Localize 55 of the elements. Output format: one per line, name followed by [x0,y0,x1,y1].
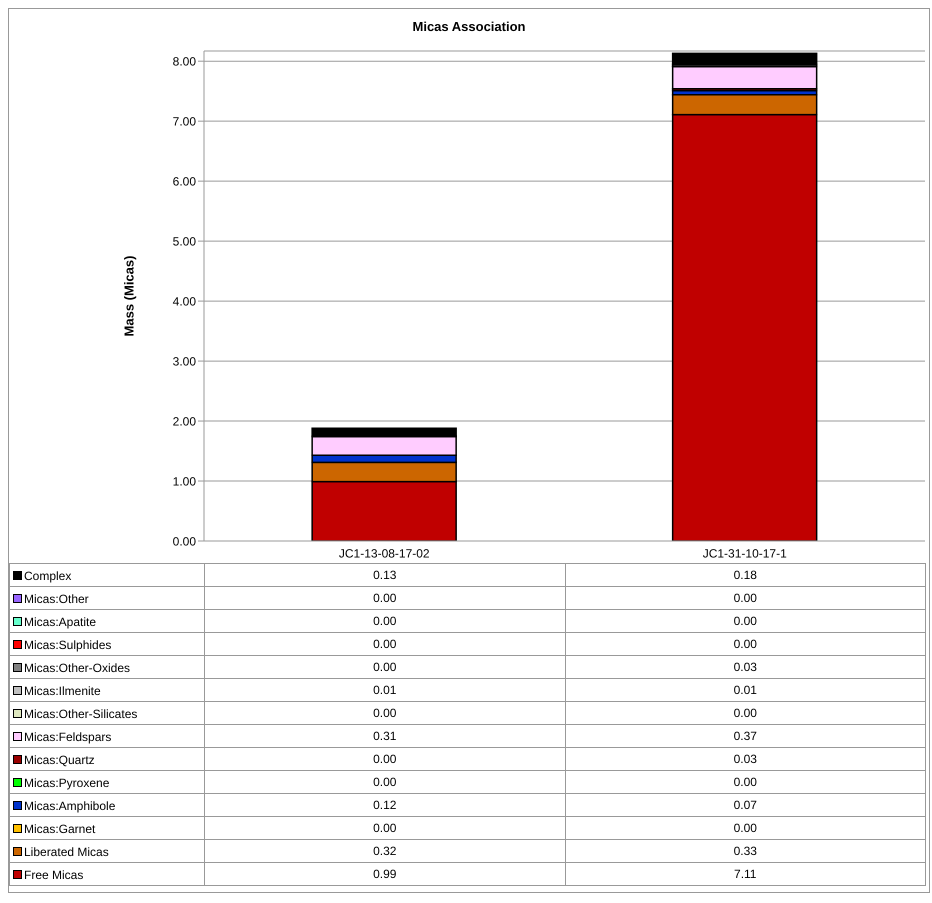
data-label: 0.07 [565,794,926,816]
legend-label: Micas:Apatite [24,614,96,628]
legend-label: Micas:Quartz [24,752,95,766]
legend-label: Micas:Amphibole [24,798,116,812]
data-label: 0.12 [204,794,565,816]
data-label: 0.00 [204,748,565,770]
data-label: 0.37 [565,724,926,748]
y-tick-label: 3.00 [172,354,196,368]
data-label: 0.33 [565,840,926,862]
legend-label: Free Micas [24,867,84,882]
legend-label: Complex [24,568,72,582]
data-label: 0.13 [204,564,565,586]
data-label: 0.00 [565,702,926,724]
data-label: 0.00 [204,610,565,632]
legend-label: Micas:Pyroxene [24,775,110,790]
y-tick-label: 6.00 [172,174,196,188]
legend-label: Micas:Feldspars [24,729,112,744]
y-tick-label: 2.00 [172,414,196,428]
data-label: 0.00 [204,586,565,610]
data-label: 0.01 [565,678,926,702]
data-label: 0.32 [204,840,565,862]
data-label: 0.00 [565,632,926,656]
y-tick-label: 5.00 [172,234,196,248]
data-label: 0.00 [565,610,926,632]
data-label: 0.00 [565,770,926,794]
data-label: 0.00 [204,770,565,794]
data-label: 0.00 [204,702,565,724]
data-label: 0.03 [565,656,926,678]
data-label: 0.18 [565,564,926,586]
y-tick-label: 8.00 [172,54,196,68]
data-label: 0.01 [204,678,565,702]
data-label: 0.00 [204,632,565,656]
chart-title: Micas Association [412,18,526,36]
data-label: 0.00 [204,656,565,678]
y-axis-title: Mass (Micas) [122,256,137,336]
legend-label: Micas:Garnet [24,821,96,836]
legend-label: Liberated Micas [24,844,109,858]
y-tick-label: 1.00 [172,474,196,488]
data-label: 0.00 [565,816,926,840]
legend-label: Micas:Sulphides [24,637,112,652]
data-label: 7.11 [565,862,926,886]
legend-label: Micas:Other [24,591,89,606]
data-label: 0.00 [204,816,565,840]
data-label: 0.99 [204,862,565,886]
x-tick-label: JC1-13-08-17-02 [338,546,430,561]
data-label: 0.31 [204,724,565,748]
y-tick-label: 0.00 [172,534,196,548]
data-label: 0.00 [565,586,926,610]
legend-label: Micas:Ilmenite [24,683,101,698]
legend-label: Micas:Other-Oxides [24,660,130,674]
y-tick-label: 7.00 [172,114,196,128]
legend-label: Micas:Other-Silicates [24,706,138,720]
y-tick-label: 4.00 [172,294,196,308]
data-label: 0.03 [565,748,926,770]
x-tick-label: JC1-31-10-17-1 [702,546,788,561]
